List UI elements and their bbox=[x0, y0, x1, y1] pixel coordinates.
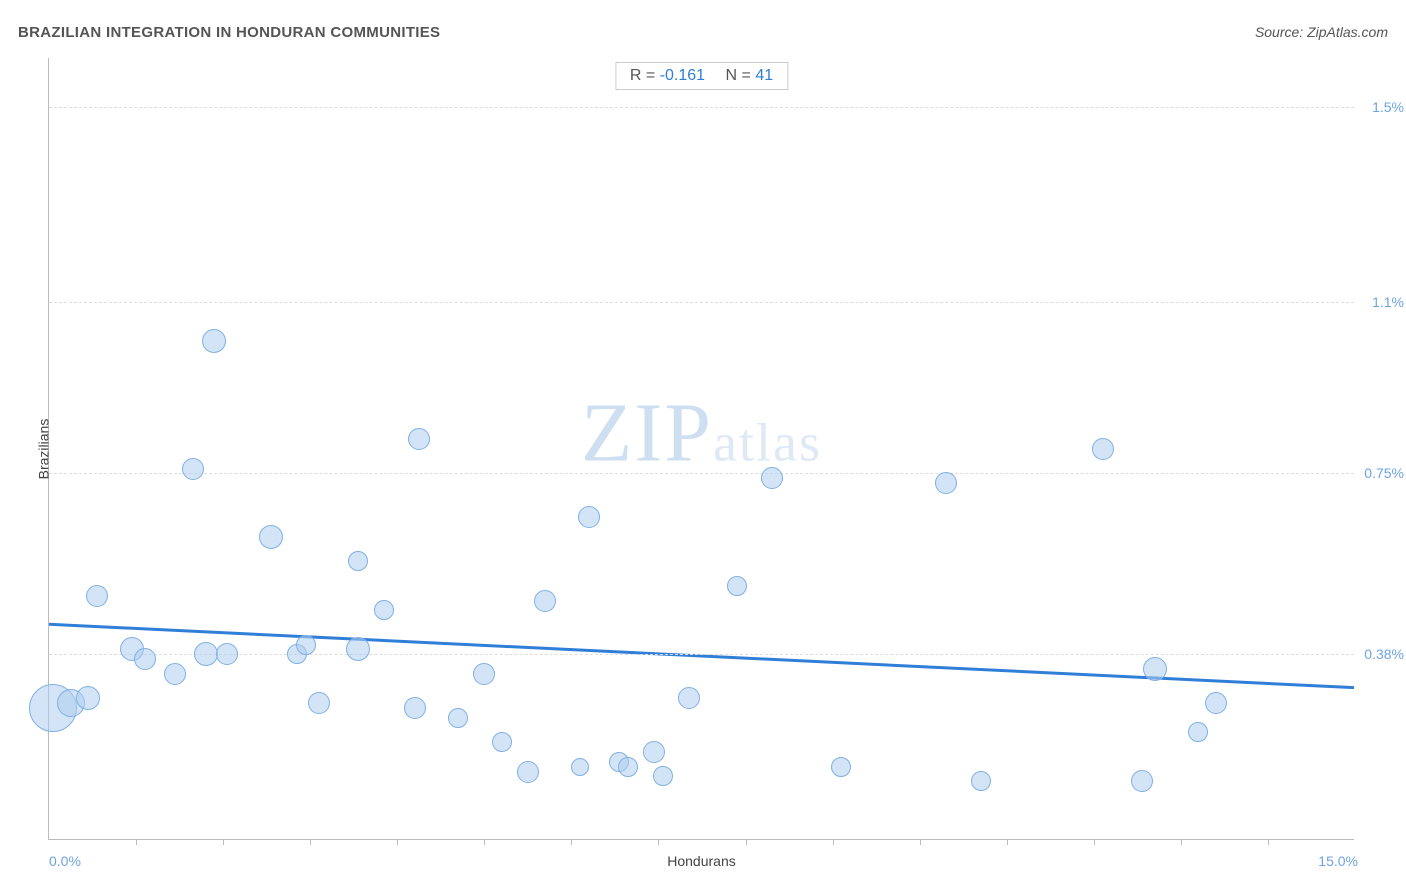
data-point[interactable] bbox=[346, 637, 370, 661]
gridline bbox=[49, 107, 1354, 108]
chart-header: BRAZILIAN INTEGRATION IN HONDURAN COMMUN… bbox=[0, 0, 1406, 50]
data-point[interactable] bbox=[448, 708, 468, 728]
data-point[interactable] bbox=[653, 766, 673, 786]
data-point[interactable] bbox=[1143, 657, 1167, 681]
n-label: N = bbox=[726, 67, 751, 84]
x-tick bbox=[658, 839, 659, 845]
data-point[interactable] bbox=[296, 635, 316, 655]
data-point[interactable] bbox=[404, 697, 426, 719]
x-min-label: 0.0% bbox=[49, 853, 81, 869]
data-point[interactable] bbox=[571, 758, 589, 776]
data-point[interactable] bbox=[86, 585, 108, 607]
stats-box: R = -0.161 N = 41 bbox=[615, 62, 788, 90]
x-tick bbox=[1007, 839, 1008, 845]
trend-line bbox=[49, 58, 1354, 839]
data-point[interactable] bbox=[1188, 722, 1208, 742]
r-label: R = bbox=[630, 67, 655, 84]
data-point[interactable] bbox=[643, 741, 665, 763]
x-tick bbox=[223, 839, 224, 845]
data-point[interactable] bbox=[1205, 692, 1227, 714]
data-point[interactable] bbox=[935, 472, 957, 494]
data-point[interactable] bbox=[473, 663, 495, 685]
gridline bbox=[49, 654, 1354, 655]
x-axis-title: Hondurans bbox=[667, 853, 736, 869]
y-tick-label: 0.75% bbox=[1360, 465, 1404, 481]
x-tick bbox=[1181, 839, 1182, 845]
y-tick-label: 1.1% bbox=[1360, 294, 1404, 310]
data-point[interactable] bbox=[492, 732, 512, 752]
x-tick bbox=[310, 839, 311, 845]
scatter-chart: R = -0.161 N = 41 ZIPatlas Brazilians Ho… bbox=[48, 58, 1354, 840]
data-point[interactable] bbox=[618, 757, 638, 777]
data-point[interactable] bbox=[534, 590, 556, 612]
data-point[interactable] bbox=[517, 761, 539, 783]
r-value: -0.161 bbox=[660, 67, 705, 84]
data-point[interactable] bbox=[408, 428, 430, 450]
data-point[interactable] bbox=[1131, 770, 1153, 792]
x-max-label: 15.0% bbox=[1318, 853, 1358, 869]
x-tick bbox=[397, 839, 398, 845]
data-point[interactable] bbox=[194, 642, 218, 666]
data-point[interactable] bbox=[678, 687, 700, 709]
x-tick bbox=[920, 839, 921, 845]
x-tick bbox=[1268, 839, 1269, 845]
data-point[interactable] bbox=[134, 648, 156, 670]
data-point[interactable] bbox=[164, 663, 186, 685]
y-tick-label: 1.5% bbox=[1360, 99, 1404, 115]
x-tick bbox=[833, 839, 834, 845]
x-tick bbox=[571, 839, 572, 845]
data-point[interactable] bbox=[76, 686, 100, 710]
x-tick bbox=[1094, 839, 1095, 845]
gridline bbox=[49, 473, 1354, 474]
data-point[interactable] bbox=[202, 329, 226, 353]
data-point[interactable] bbox=[578, 506, 600, 528]
data-point[interactable] bbox=[374, 600, 394, 620]
data-point[interactable] bbox=[308, 692, 330, 714]
watermark: ZIPatlas bbox=[581, 384, 822, 481]
x-tick bbox=[136, 839, 137, 845]
data-point[interactable] bbox=[348, 551, 368, 571]
watermark-prefix: ZIP bbox=[581, 386, 713, 479]
data-point[interactable] bbox=[727, 576, 747, 596]
x-tick bbox=[746, 839, 747, 845]
chart-title: BRAZILIAN INTEGRATION IN HONDURAN COMMUN… bbox=[18, 24, 440, 41]
data-point[interactable] bbox=[182, 458, 204, 480]
n-value: 41 bbox=[755, 67, 773, 84]
data-point[interactable] bbox=[216, 643, 238, 665]
gridline bbox=[49, 302, 1354, 303]
y-axis-title: Brazilians bbox=[35, 418, 51, 479]
data-point[interactable] bbox=[971, 771, 991, 791]
data-point[interactable] bbox=[761, 467, 783, 489]
data-point[interactable] bbox=[259, 525, 283, 549]
y-tick-label: 0.38% bbox=[1360, 646, 1404, 662]
source-label: Source: ZipAtlas.com bbox=[1255, 24, 1388, 40]
data-point[interactable] bbox=[1092, 438, 1114, 460]
watermark-suffix: atlas bbox=[713, 412, 822, 472]
data-point[interactable] bbox=[831, 757, 851, 777]
x-tick bbox=[484, 839, 485, 845]
